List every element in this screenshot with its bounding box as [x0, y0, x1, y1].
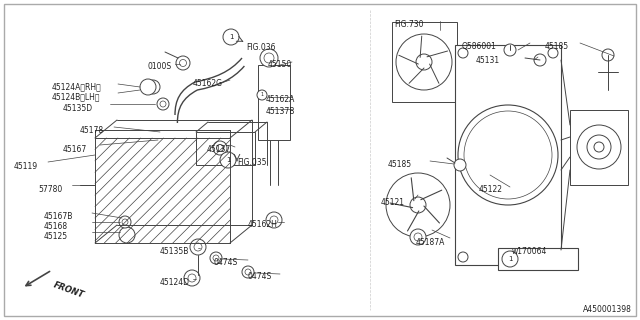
Text: 45185: 45185 — [388, 160, 412, 169]
Circle shape — [504, 44, 516, 56]
Text: 45121: 45121 — [381, 198, 405, 207]
Bar — [392, 22, 457, 102]
Text: 0100S: 0100S — [148, 62, 172, 71]
Circle shape — [602, 49, 614, 61]
Circle shape — [257, 90, 267, 100]
Circle shape — [594, 142, 604, 152]
Text: 45162G: 45162G — [193, 79, 223, 88]
Text: 45124D: 45124D — [160, 278, 190, 287]
Text: 45162H: 45162H — [248, 220, 278, 229]
Circle shape — [534, 54, 546, 66]
Circle shape — [410, 197, 426, 213]
Bar — [455, 45, 561, 265]
Circle shape — [264, 53, 274, 63]
Text: 45131: 45131 — [476, 56, 500, 65]
Circle shape — [386, 173, 450, 237]
Text: Q586001: Q586001 — [462, 42, 497, 51]
Text: 45135D: 45135D — [63, 104, 93, 113]
Circle shape — [548, 252, 558, 262]
Circle shape — [266, 212, 282, 228]
Bar — [570, 110, 628, 185]
Text: 1: 1 — [508, 256, 512, 262]
Circle shape — [146, 80, 160, 94]
Circle shape — [119, 216, 131, 228]
Text: 0474S: 0474S — [213, 258, 237, 267]
Text: 45150: 45150 — [268, 60, 292, 69]
Text: FIG.035: FIG.035 — [237, 158, 266, 167]
Circle shape — [458, 48, 468, 58]
Text: 45124A〈RH〉: 45124A〈RH〉 — [52, 82, 102, 91]
Circle shape — [216, 145, 223, 151]
Circle shape — [140, 79, 156, 95]
Circle shape — [157, 98, 169, 110]
Circle shape — [179, 60, 186, 67]
Bar — [196, 132, 255, 165]
Circle shape — [242, 266, 254, 278]
Circle shape — [194, 243, 202, 251]
Circle shape — [160, 101, 166, 107]
Circle shape — [220, 152, 236, 168]
Circle shape — [577, 125, 621, 169]
Circle shape — [410, 229, 426, 245]
Text: FIG.730: FIG.730 — [394, 20, 424, 29]
Text: FIG.036: FIG.036 — [246, 43, 275, 52]
Text: FRONT: FRONT — [52, 280, 85, 300]
Text: 45187A: 45187A — [416, 238, 445, 247]
Circle shape — [587, 135, 611, 159]
Text: 45125: 45125 — [44, 232, 68, 241]
Text: 0474S: 0474S — [248, 272, 272, 281]
Circle shape — [119, 227, 135, 243]
Text: 45185: 45185 — [545, 42, 569, 51]
Circle shape — [213, 141, 227, 155]
Circle shape — [414, 233, 422, 241]
Circle shape — [502, 251, 518, 267]
Text: A450001398: A450001398 — [583, 305, 632, 314]
Text: 45124B〈LH〉: 45124B〈LH〉 — [52, 92, 100, 101]
Bar — [258, 65, 290, 140]
Text: 1: 1 — [226, 157, 230, 163]
Circle shape — [188, 274, 196, 282]
Circle shape — [176, 56, 190, 70]
Text: 45137: 45137 — [207, 145, 231, 154]
Circle shape — [458, 252, 468, 262]
Text: w170064: w170064 — [512, 247, 547, 257]
Text: 1: 1 — [260, 92, 264, 97]
Circle shape — [213, 255, 219, 261]
Text: 45162A: 45162A — [266, 95, 296, 104]
Text: 45135B: 45135B — [160, 247, 189, 256]
Text: 45178: 45178 — [80, 126, 104, 135]
Text: 45167: 45167 — [63, 145, 87, 154]
Text: 45168: 45168 — [44, 222, 68, 231]
Circle shape — [184, 270, 200, 286]
Circle shape — [464, 111, 552, 199]
Circle shape — [245, 269, 251, 275]
Circle shape — [416, 54, 432, 70]
Circle shape — [260, 49, 278, 67]
Circle shape — [190, 239, 206, 255]
Circle shape — [396, 34, 452, 90]
Circle shape — [548, 48, 558, 58]
Text: 45122: 45122 — [479, 185, 503, 194]
Text: 57780: 57780 — [38, 185, 62, 194]
Circle shape — [458, 105, 558, 205]
Circle shape — [223, 29, 239, 45]
Bar — [498, 248, 578, 270]
Circle shape — [210, 252, 222, 264]
Text: 45167B: 45167B — [44, 212, 74, 221]
Circle shape — [122, 219, 128, 225]
Circle shape — [454, 159, 466, 171]
Text: 1: 1 — [228, 34, 233, 40]
Circle shape — [270, 216, 278, 224]
Text: 45137B: 45137B — [266, 107, 296, 116]
Text: 45119: 45119 — [14, 162, 38, 171]
